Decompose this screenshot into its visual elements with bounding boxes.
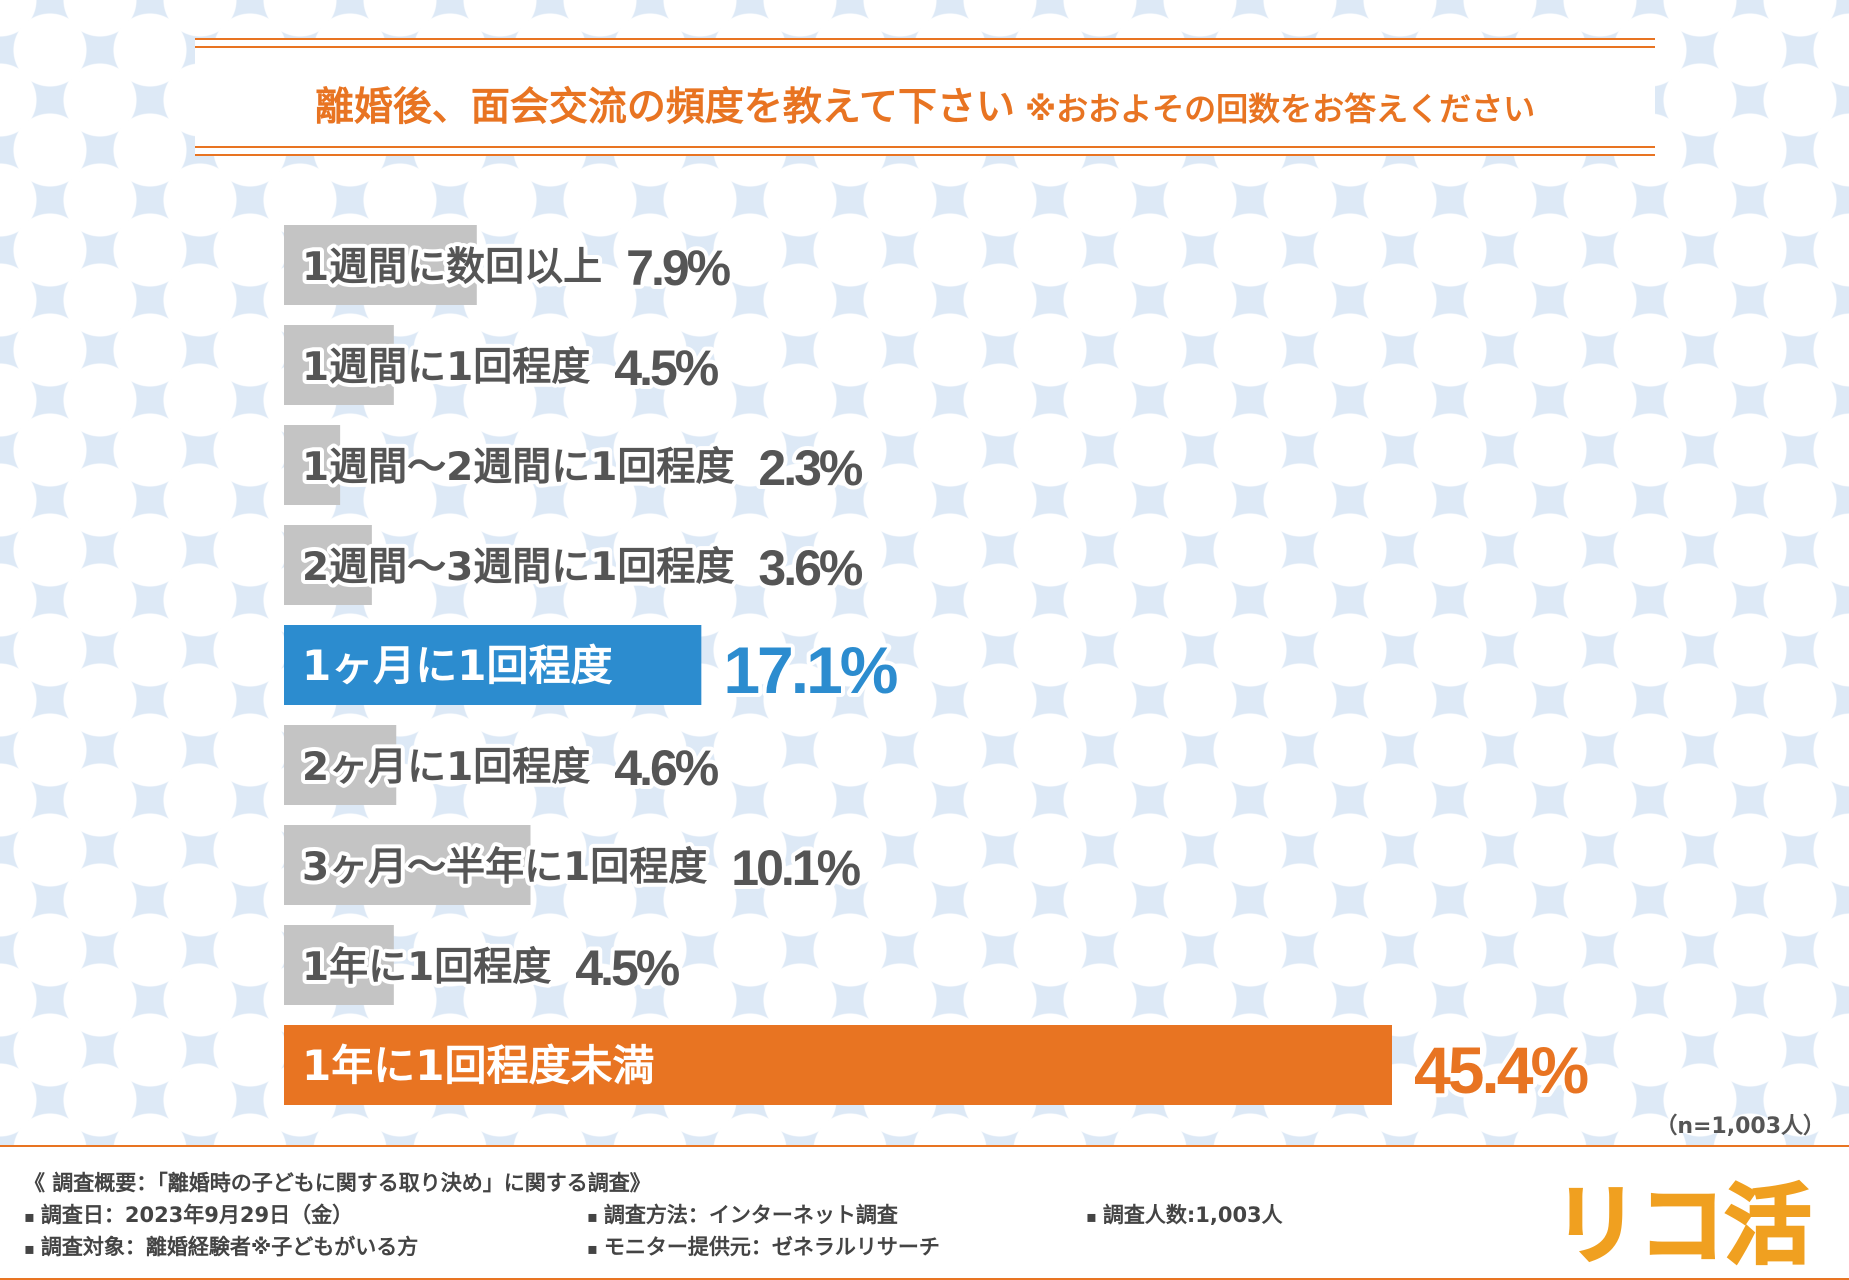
survey-count: 調査人数:1,003人 <box>1102 1203 1283 1227</box>
bar-4 <box>284 525 372 605</box>
survey-monitor: モニター提供元：ゼネラルリサーチ <box>603 1235 940 1259</box>
brand-logo-text: リコ活 <box>1553 1176 1811 1275</box>
bar-1 <box>284 225 477 305</box>
title-note: ※おおよその回数をお答えください <box>1024 90 1536 128</box>
survey-summary: 《 調査概要：「離婚時の子どもに関する取り決め」に関する調査》 <box>24 1171 651 1195</box>
category-label-8: 1年に1回程度 <box>302 945 551 990</box>
bar-7 <box>284 825 531 905</box>
survey-target: 調査対象：離婚経験者※子どもがいる方 <box>40 1235 419 1259</box>
bar-5 <box>284 625 702 705</box>
bar-9 <box>284 1025 1392 1105</box>
category-label-1: 1週間に数回以上 <box>302 245 602 290</box>
value-label-4: 3.6% <box>758 540 863 596</box>
bar-6 <box>284 725 397 805</box>
category-label-5: 1ヶ月に1回程度 <box>302 641 612 690</box>
category-label-6: 2ヶ月に1回程度 <box>302 745 590 790</box>
survey-count-item: ▪ 調査人数:1,003人 <box>1086 1199 1283 1229</box>
value-label-7: 10.1% <box>731 840 860 896</box>
survey-target-item: ▪ 調査対象：離婚経験者※子どもがいる方 <box>24 1231 418 1261</box>
category-label-4: 2週間～3週間に1回程度 <box>302 545 734 590</box>
bullet-icon: ▪ <box>587 1239 598 1258</box>
category-label-3: 1週間～2週間に1回程度 <box>302 445 734 490</box>
value-label-1: 7.9% <box>626 240 731 296</box>
bar-8 <box>284 925 394 1005</box>
value-label-6: 4.6% <box>614 740 719 796</box>
bullet-icon: ▪ <box>24 1207 35 1226</box>
bullet-icon: ▪ <box>587 1207 598 1226</box>
title-main: 離婚後、面会交流の頻度を教えて下さい <box>314 85 1015 130</box>
brand-logo: リコ活 <box>1552 1175 1813 1276</box>
title-banner: 離婚後、面会交流の頻度を教えて下さい ※おおよその回数をお答えください <box>195 38 1655 156</box>
bullet-icon: ▪ <box>24 1239 35 1258</box>
sample-size-note: （n=1,003人） <box>1655 1114 1825 1139</box>
survey-date: 調査日：2023年9月29日（金） <box>40 1203 354 1227</box>
category-label-2: 1週間に1回程度 <box>302 345 590 390</box>
chart-title: 離婚後、面会交流の頻度を教えて下さい ※おおよその回数をお答えください <box>195 76 1655 132</box>
bar-3 <box>284 425 341 505</box>
survey-monitor-item: ▪ モニター提供元：ゼネラルリサーチ <box>587 1231 940 1261</box>
survey-method-item: ▪ 調査方法：インターネット調査 <box>587 1199 898 1229</box>
category-label-7: 3ヶ月～半年に1回程度 <box>302 845 707 890</box>
category-label-9: 1年に1回程度未満 <box>302 1041 654 1090</box>
value-label-9: 45.4% <box>1414 1033 1587 1107</box>
value-label-8: 4.5% <box>575 940 680 996</box>
survey-date-item: ▪ 調査日：2023年9月29日（金） <box>24 1199 353 1229</box>
value-label-2: 4.5% <box>614 340 719 396</box>
bullet-icon: ▪ <box>1086 1207 1097 1226</box>
survey-method: 調査方法：インターネット調査 <box>603 1203 898 1227</box>
value-label-3: 2.3% <box>758 440 863 496</box>
bar-2 <box>284 325 394 405</box>
value-label-5: 17.1% <box>723 633 896 707</box>
survey-footer: 《 調査概要：「離婚時の子どもに関する取り決め」に関する調査》 ▪ 調査日：202… <box>0 1145 1849 1280</box>
